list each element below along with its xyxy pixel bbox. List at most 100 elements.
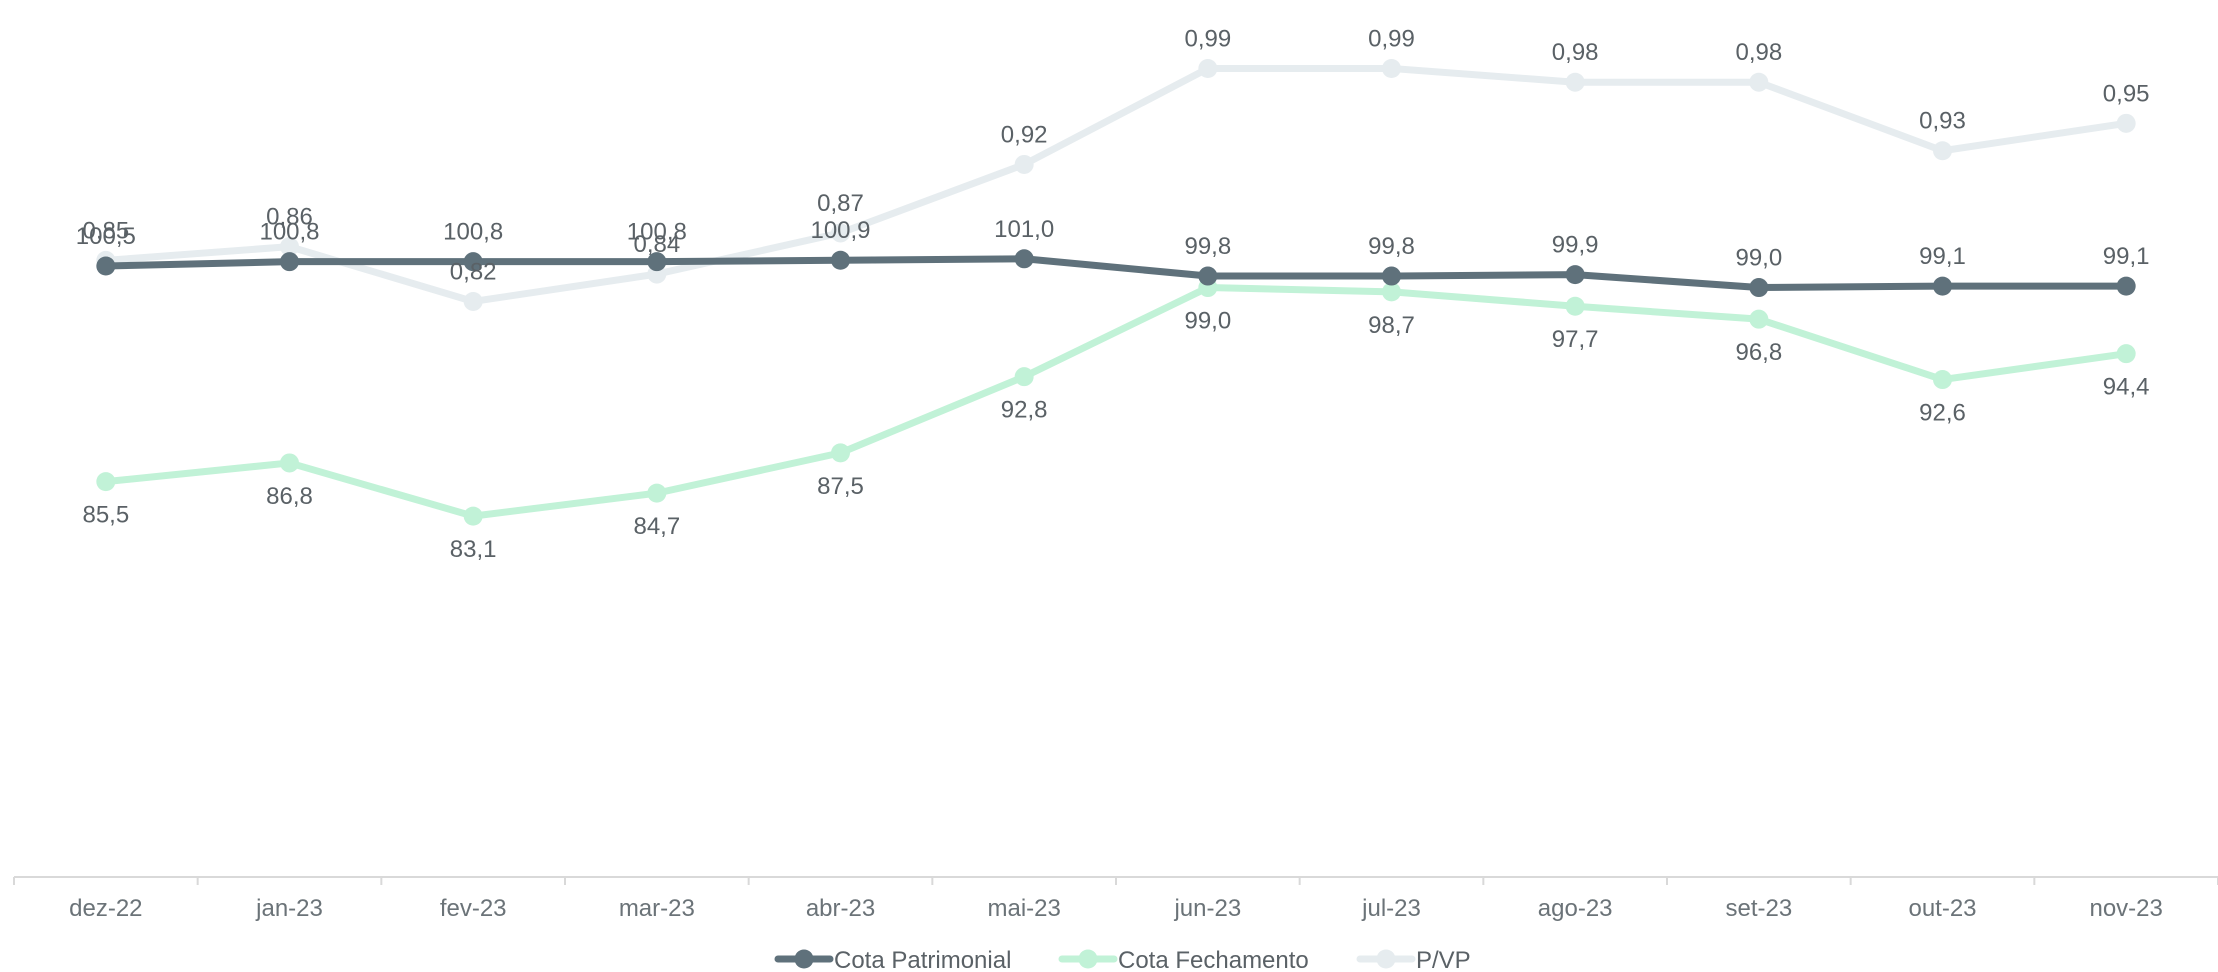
cota-patrimonial-data-label: 100,9: [810, 217, 870, 244]
p-vp-point: [831, 223, 850, 243]
cota-fechamento-point: [1933, 370, 1952, 390]
cota-fechamento-data-label: 85,5: [82, 502, 129, 529]
p-vp-point: [1014, 154, 1034, 174]
legend-marker: [1078, 949, 1098, 969]
x-tick-label: ago-23: [1538, 895, 1613, 922]
p-vp-line: [102, 65, 2130, 305]
cota-fechamento-point: [1565, 296, 1585, 316]
cota-patrimonial-data-label: 100,8: [259, 219, 319, 246]
p-vp-point: [2116, 113, 2136, 133]
x-tick-label: set-23: [1725, 895, 1792, 922]
cota-fechamento-point: [1014, 367, 1034, 387]
cota-fechamento-point: [96, 472, 116, 492]
cota-patrimonial-point: [1198, 266, 1218, 286]
p-vp-point: [1382, 59, 1401, 79]
cota-fechamento-point: [463, 506, 483, 526]
cota-patrimonial-data-label: 100,5: [76, 223, 136, 250]
series-cota-patrimonial: [96, 249, 2136, 298]
cota-fechamento-point: [280, 453, 299, 473]
cota-patrimonial-data-label: 99,8: [1184, 233, 1231, 260]
x-tick-label: dez-22: [69, 895, 142, 922]
legend-item-cota-fechamento: Cota Fechamento: [1058, 947, 1309, 972]
cota-patrimonial-line: [102, 255, 2130, 292]
x-tick-label: jan-23: [255, 895, 323, 922]
cota-patrimonial-data-label: 99,9: [1552, 232, 1599, 259]
cota-fechamento-data-label: 86,8: [266, 483, 313, 510]
cota-fechamento-data-label: 96,8: [1735, 339, 1782, 366]
legend-marker: [794, 949, 814, 969]
p-vp-data-label: 0,87: [817, 190, 864, 217]
cota-fechamento-data-label: 92,8: [1001, 397, 1048, 424]
x-tick-label: mai-23: [987, 895, 1060, 922]
cota-patrimonial-point: [280, 252, 299, 272]
series-cota-fechamento: [96, 278, 2136, 526]
p-vp-data-label: 0,93: [1919, 108, 1966, 135]
x-tick-label: fev-23: [440, 895, 507, 922]
cota-patrimonial-data-label: 99,1: [2103, 243, 2150, 270]
x-tick-label: jul-23: [1361, 895, 1421, 922]
cota-fechamento-data-label: 94,4: [2103, 374, 2150, 401]
p-vp-point: [280, 237, 299, 257]
cota-patrimonial-data-label: 100,8: [627, 219, 687, 246]
p-vp-data-label: 0,86: [266, 204, 313, 231]
x-tick-label: nov-23: [2089, 895, 2162, 922]
cota-patrimonial-point: [463, 252, 483, 272]
p-vp-data-label: 0,98: [1735, 39, 1782, 66]
x-axis: dez-22 jan-23 fev-23 mar-23 abr-23 mai-23 jun-…: [13, 876, 2218, 922]
p-vp-point: [1565, 72, 1585, 92]
cota-fechamento-point: [1749, 309, 1769, 329]
p-vp-point: [1933, 141, 1952, 161]
cota-fechamento-data-label: 92,6: [1919, 400, 1966, 427]
legend-label: P/VP: [1416, 947, 1471, 972]
p-vp-point: [1749, 72, 1769, 92]
p-vp-data-label: 0,82: [450, 258, 497, 285]
cota-fechamento-data-label: 99,0: [1184, 308, 1231, 335]
series-layer: [96, 59, 2136, 526]
p-vp-point: [1198, 59, 1218, 79]
cota-fechamento-data-label: 84,7: [633, 513, 680, 540]
x-tick-label: out-23: [1908, 895, 1976, 922]
p-vp-data-label: 0,92: [1001, 121, 1048, 148]
cota-fechamento-point: [831, 443, 850, 463]
cota-patrimonial-data-label: 100,8: [443, 219, 503, 246]
legend-label: Cota Fechamento: [1118, 947, 1309, 972]
x-tick-label: abr-23: [806, 895, 875, 922]
cota-fechamento-point: [647, 483, 667, 503]
p-vp-data-label: 0,99: [1184, 26, 1231, 53]
cota-patrimonial-point: [831, 250, 850, 270]
series-p-vp: [96, 59, 2136, 311]
cota-patrimonial-data-label: 101,0: [994, 216, 1054, 243]
cota-patrimonial-point: [1749, 278, 1769, 298]
p-vp-data-label: 0,99: [1368, 26, 1415, 53]
x-tick-label: mar-23: [619, 895, 695, 922]
cota-patrimonial-point: [1014, 249, 1034, 269]
x-tick-label: jun-23: [1173, 895, 1241, 922]
p-vp-data-label: 0,85: [82, 217, 129, 244]
legend-item-p-vp: P/VP: [1356, 947, 1471, 972]
cota-fechamento-point: [2116, 344, 2136, 364]
cota-fechamento-data-label: 83,1: [450, 536, 497, 563]
cota-patrimonial-point: [1933, 276, 1952, 296]
cota-patrimonial-data-label: 99,8: [1368, 233, 1415, 260]
cota-patrimonial-point: [647, 252, 667, 272]
cota-fechamento-data-label: 97,7: [1552, 326, 1599, 353]
legend: Cota Patrimonial Cota Fechamento P/VP: [774, 947, 1471, 972]
p-vp-data-label: 0,95: [2103, 80, 2150, 107]
cota-fechamento-point: [1382, 282, 1401, 302]
legend-label: Cota Patrimonial: [834, 947, 1011, 972]
cota-fechamento-data-label: 87,5: [817, 473, 864, 500]
cota-patrimonial-point: [96, 256, 116, 276]
legend-marker: [1376, 949, 1396, 969]
cota-fechamento-data-label: 98,7: [1368, 312, 1415, 339]
p-vp-data-label: 0,84: [633, 231, 680, 258]
p-vp-point: [463, 291, 483, 311]
data-labels: 0,85 0,86 0,82 0,84 0,87 0,92 0,99 0,99 0,98 0,98…: [76, 26, 2150, 564]
cota-fechamento-line: [102, 284, 2130, 520]
cota-patrimonial-point: [1565, 265, 1585, 285]
p-vp-data-label: 0,98: [1552, 39, 1599, 66]
legend-item-cota-patrimonial: Cota Patrimonial: [774, 947, 1011, 972]
cota-patrimonial-data-label: 99,0: [1735, 245, 1782, 272]
cota-patrimonial-data-label: 99,1: [1919, 243, 1966, 270]
